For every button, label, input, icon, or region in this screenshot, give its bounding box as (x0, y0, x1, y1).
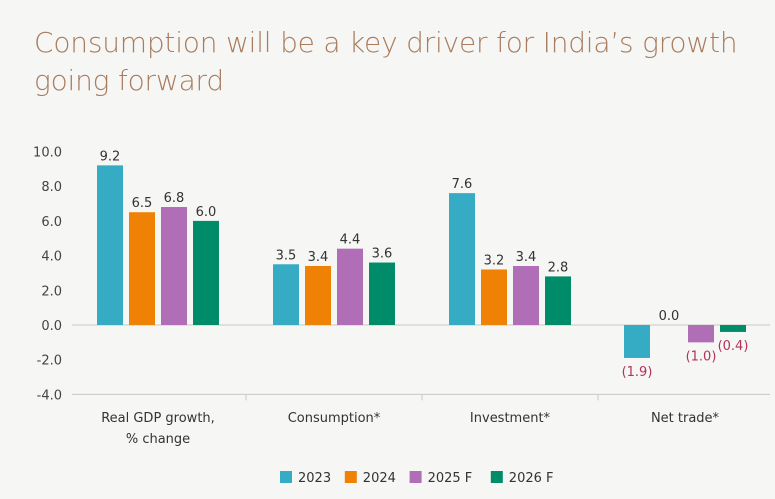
data-label: 0.0 (659, 309, 680, 324)
y-tick-label: 8.0 (41, 180, 62, 195)
bar-2024 (305, 266, 331, 325)
data-label: 6.8 (164, 191, 185, 206)
bar-2026-f (369, 262, 395, 325)
legend-label: 2026 F (509, 471, 554, 486)
bar-2023 (449, 193, 475, 325)
data-label: 3.6 (372, 247, 393, 262)
legend-swatch (344, 471, 357, 483)
legend-swatch (280, 471, 292, 483)
data-label: (1.0) (686, 349, 717, 364)
bar-2023 (97, 165, 123, 325)
data-label: 6.0 (196, 205, 217, 220)
bar-2025-f (688, 325, 714, 343)
bar-2024 (129, 212, 155, 325)
bar-2023 (624, 325, 650, 358)
data-label: 3.2 (484, 253, 505, 268)
bar-2024 (481, 269, 507, 325)
y-tick-label: 4.0 (41, 250, 62, 265)
data-label: 3.4 (516, 250, 537, 265)
legend-label: 2025 F (428, 471, 473, 486)
category-label: Net trade* (651, 411, 720, 426)
y-tick-label: -2.0 (37, 354, 62, 369)
legend-swatch (409, 471, 422, 483)
bar-2026-f (193, 220, 219, 325)
y-tick-label: 6.0 (41, 215, 62, 230)
data-label: (1.9) (622, 365, 653, 380)
y-tick-label: -4.0 (37, 388, 62, 403)
bar-2025-f (513, 266, 539, 325)
data-label: 2.8 (548, 260, 569, 275)
category-label: Investment* (470, 411, 551, 426)
bar-2025-f (161, 207, 187, 325)
category-label: Consumption* (288, 411, 381, 426)
data-label: 7.6 (452, 177, 473, 192)
bar-2026-f (720, 325, 746, 332)
data-label: 3.4 (308, 250, 329, 265)
y-tick-label: 2.0 (41, 284, 62, 299)
data-label: 9.2 (100, 149, 121, 164)
category-label: Real GDP growth, (101, 411, 215, 426)
y-tick-label: 0.0 (41, 319, 62, 334)
data-label: 3.5 (276, 248, 297, 263)
data-label: 6.5 (132, 196, 153, 211)
legend-label: 2024 (363, 471, 396, 486)
chart-title: Consumption will be a key driver for Ind… (34, 26, 738, 97)
bar-2023 (273, 264, 299, 325)
data-label: (0.4) (718, 339, 749, 354)
legend-swatch (490, 471, 503, 483)
category-label: % change (126, 432, 190, 447)
data-label: 4.4 (340, 233, 361, 248)
y-tick-label: 10.0 (33, 146, 62, 161)
bar-2025-f (337, 248, 363, 325)
bar-2026-f (545, 276, 571, 325)
legend-label: 2023 (298, 471, 331, 486)
